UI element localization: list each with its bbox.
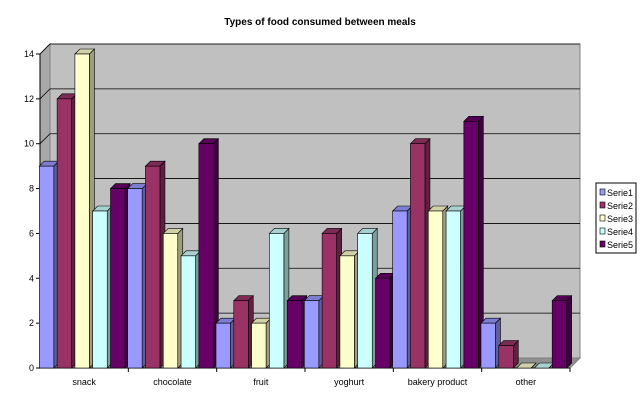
bar (91, 205, 113, 369)
y-tick-label: 6 (29, 228, 34, 238)
x-tick-label: snack (72, 377, 96, 387)
bar (463, 115, 485, 369)
bar (162, 227, 184, 369)
legend-swatch (599, 227, 606, 235)
bar (56, 93, 78, 369)
bar (109, 182, 131, 369)
bar (551, 294, 573, 369)
bar (38, 160, 60, 369)
legend-swatch (599, 201, 606, 209)
legend-swatch (599, 188, 606, 196)
y-tick-label: 4 (29, 273, 34, 283)
gridline (39, 133, 580, 144)
bar (498, 339, 520, 369)
bars (38, 48, 573, 369)
y-tick-label: 2 (29, 318, 34, 328)
bar (233, 294, 255, 369)
x-tick-labels: snack chocolate fruit yoghurt bakery product… (72, 377, 536, 387)
bar (250, 317, 272, 369)
y-tick-label: 12 (24, 94, 34, 104)
legend-label: Serie2 (607, 201, 633, 211)
bar (303, 294, 325, 369)
bar (445, 205, 467, 369)
bar (374, 272, 396, 369)
bar (286, 294, 308, 369)
bar (74, 48, 96, 369)
bar (215, 317, 237, 369)
legend-label: Serie5 (607, 240, 633, 250)
x-tick-label: chocolate (153, 377, 192, 387)
bar (321, 227, 343, 369)
legend-swatch (599, 214, 606, 222)
bar (427, 205, 449, 369)
chart-title: Types of food consumed between meals (224, 17, 416, 28)
x-tick-label: other (516, 377, 537, 387)
legend-label: Serie1 (607, 188, 633, 198)
bar (409, 137, 431, 369)
y-tick-label: 0 (29, 363, 34, 373)
legend-label: Serie3 (607, 214, 633, 224)
legend-swatch (599, 240, 606, 248)
legend: Serie1 Serie2 Serie3 Serie4 Serie5 (595, 182, 637, 254)
bar (515, 362, 537, 369)
gridline (39, 88, 580, 100)
legend-label: Serie4 (607, 227, 633, 237)
bar (391, 205, 413, 369)
y-tick-label: 14 (24, 49, 34, 59)
y-tick-label: 10 (24, 139, 34, 149)
bar (480, 317, 502, 369)
x-tick-label: fruit (253, 377, 269, 387)
bar (268, 227, 290, 369)
bar (144, 160, 166, 369)
bar (180, 250, 202, 369)
y-tick-label: 8 (29, 184, 34, 194)
y-tick-labels: 0 2 4 6 8 10 12 14 (24, 49, 34, 373)
bar (339, 250, 361, 369)
x-tick-label: bakery product (408, 377, 468, 387)
gridline (39, 43, 580, 55)
x-tick-label: yoghurt (334, 377, 365, 387)
bar (126, 182, 148, 369)
bar (356, 227, 378, 369)
bar (198, 137, 220, 369)
